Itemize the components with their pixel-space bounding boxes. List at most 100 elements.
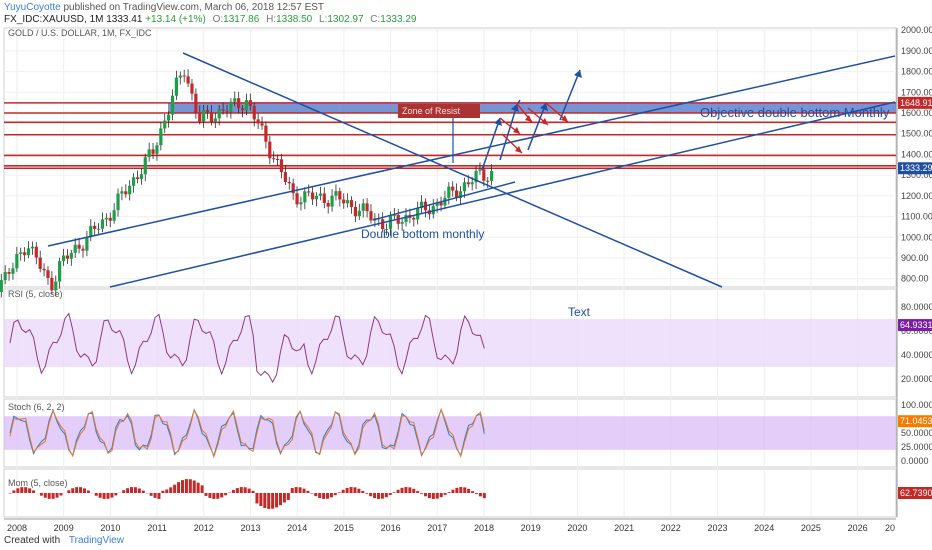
candle-body-14 xyxy=(38,257,42,269)
mom-bar-18 xyxy=(79,487,83,493)
mom-bar-16 xyxy=(71,488,75,493)
mom-bar-40 xyxy=(165,489,169,493)
objective-zone xyxy=(168,102,896,113)
high-value: 1338.50 xyxy=(276,14,313,25)
price-tag-0 xyxy=(898,96,932,109)
mom-bar-91 xyxy=(365,493,369,494)
price-change: +13.14 (+1%) xyxy=(145,14,206,25)
mom-bar-57 xyxy=(231,490,235,493)
mom-bar-26 xyxy=(110,493,114,498)
ind-tag-label-1: 71.0453 xyxy=(900,416,932,426)
candle-body-59 xyxy=(213,118,217,122)
mom-bar-85 xyxy=(341,489,345,493)
candle-body-84 xyxy=(311,192,315,200)
author-link[interactable]: YuyuCoyotte xyxy=(4,2,61,13)
symbol-label: FX_IDC:XAUUSD, 1M xyxy=(4,14,104,25)
price-tag-label-0: 1648.91 xyxy=(900,98,932,108)
mom-bar-23 xyxy=(98,493,102,498)
candle-body-87 xyxy=(322,193,326,203)
mom-bar-97 xyxy=(388,493,392,495)
candle-body-41 xyxy=(143,157,147,175)
mom-bar-50 xyxy=(204,493,208,496)
proj-a xyxy=(481,117,501,171)
candle-body-18 xyxy=(54,281,58,291)
candle-body-92 xyxy=(342,199,346,204)
mom-bar-103 xyxy=(412,488,416,493)
stoch-tick-0: 100.0000 xyxy=(901,400,932,410)
mom-bar-5 xyxy=(28,488,32,493)
publish-info: YuyuCoyotte published on TradingView.com… xyxy=(4,2,324,13)
mom-bar-9 xyxy=(43,493,47,498)
mom-bar-27 xyxy=(114,493,118,496)
candle-body-68 xyxy=(248,100,252,106)
mom-bar-43 xyxy=(177,482,181,493)
trendline-0 xyxy=(47,55,896,247)
red-arrowhead-3 xyxy=(561,115,568,122)
proj-d xyxy=(559,69,581,121)
mom-bar-2 xyxy=(16,488,20,493)
mom-bar-17 xyxy=(75,487,79,493)
candle-body-44 xyxy=(155,145,159,154)
candle-body-127 xyxy=(478,169,482,171)
candle-body-89 xyxy=(330,195,334,207)
rsi-tick-0: 80.0000 xyxy=(901,302,932,312)
drawings xyxy=(47,52,896,288)
x-tick-18: 2026 xyxy=(848,523,868,533)
candle-body-26 xyxy=(85,237,89,251)
x-tick-16: 2024 xyxy=(754,523,774,533)
open-label: O: xyxy=(212,14,224,25)
candle-body-76 xyxy=(279,159,284,173)
price-tag-label-1: 1333.29 xyxy=(900,163,932,173)
stoch-tick-2: 50.0000 xyxy=(901,428,932,438)
candle-body-88 xyxy=(326,202,330,207)
mom-bar-45 xyxy=(184,479,188,493)
mom-bar-59 xyxy=(239,487,243,493)
mom-bar-25 xyxy=(106,493,110,499)
mom-bar-1 xyxy=(12,490,16,493)
mom-pane-title: Mom (5, close) xyxy=(8,478,68,488)
mom-tag xyxy=(898,487,932,499)
mom-bar-8 xyxy=(39,493,43,496)
candle-body-5 xyxy=(3,272,7,281)
indicator-lines xyxy=(8,312,486,509)
candle-body-75 xyxy=(275,159,280,161)
candle-body-21 xyxy=(65,255,70,259)
candle-body-115 xyxy=(431,205,435,215)
mom-bar-94 xyxy=(376,493,380,499)
candle-body-77 xyxy=(283,172,287,182)
mom-bar-55 xyxy=(224,493,228,496)
candles xyxy=(0,69,494,298)
candle-body-73 xyxy=(268,141,272,159)
mom-bar-107 xyxy=(427,493,431,499)
mom-bar-11 xyxy=(51,493,55,499)
mom-bar-53 xyxy=(216,493,220,499)
mom-bar-75 xyxy=(302,488,306,493)
candle-body-79 xyxy=(291,183,295,194)
x-tick-19: 20 xyxy=(885,523,895,533)
candle-body-31 xyxy=(104,217,108,220)
tradingview-logo[interactable]: TradingView xyxy=(68,535,124,546)
mom-bar-100 xyxy=(400,487,404,493)
candle-body-30 xyxy=(100,219,105,229)
price-tick-12: 800.00 xyxy=(901,274,929,284)
mom-bar-30 xyxy=(126,488,130,493)
candle-body-116 xyxy=(435,202,439,206)
mom-bar-10 xyxy=(47,493,51,499)
candle-body-126 xyxy=(474,170,478,183)
candle-body-54 xyxy=(194,93,198,113)
x-tick-4: 2012 xyxy=(194,523,214,533)
stoch-tick-3: 25.0000 xyxy=(901,442,932,452)
x-tick-14: 2022 xyxy=(661,523,681,533)
candle-body-69 xyxy=(252,105,256,120)
candle-body-85 xyxy=(314,195,319,200)
candle-body-16 xyxy=(46,270,50,279)
mom-bar-71 xyxy=(286,493,290,500)
candle-body-24 xyxy=(77,244,81,249)
candle-body-55 xyxy=(198,112,202,122)
mom-bar-32 xyxy=(133,487,137,493)
mom-bar-121 xyxy=(482,493,486,499)
mom-bar-112 xyxy=(447,492,451,493)
mom-bar-39 xyxy=(161,490,165,493)
mom-bar-108 xyxy=(431,493,435,499)
